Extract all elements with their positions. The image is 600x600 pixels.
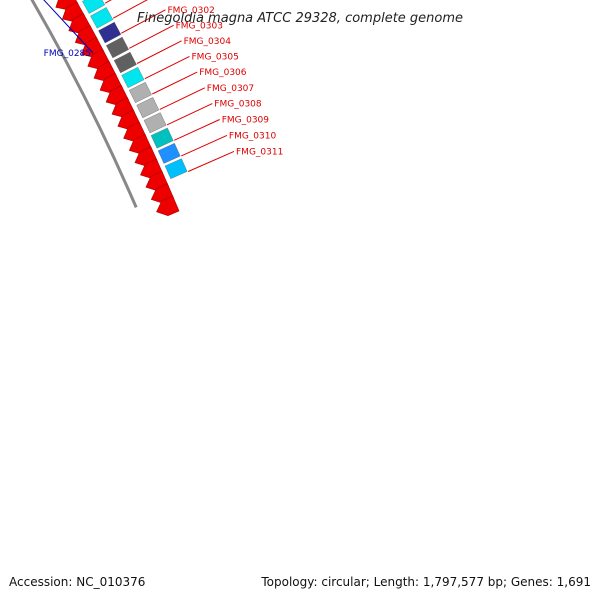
label-leader [187,150,235,172]
label-leader [166,103,213,126]
cog-box [129,82,152,103]
label-leader [181,134,228,157]
cog-box [121,66,145,89]
gene-label: FMG_0305 [192,52,239,62]
label-leader [152,71,198,95]
gene-label: FMG_0306 [199,68,247,78]
gene-label: FMG_0308 [214,100,262,110]
gene-label: FMG_0302 [168,6,215,16]
label-leader [136,40,182,64]
label-leader [144,55,190,80]
cog-box [106,36,129,59]
label-leader [121,9,166,34]
gene-label: FMG_0285 [44,49,91,59]
genome-backbone [30,0,138,208]
label-leader [129,24,174,49]
cog-box [82,0,106,14]
gene-track [55,0,180,216]
topology-text: Topology: circular; Length: 1,797,577 bp… [260,575,591,589]
gene-label: FMG_0307 [207,84,254,94]
cog-box [98,21,122,44]
label-leader [173,119,220,141]
page-title: Finegoldia magna ATCC 29328, complete ge… [137,11,463,26]
cog-box [150,127,174,149]
gene-label: FMG_0311 [236,147,283,157]
cog-box [136,97,160,119]
cog-box [113,51,137,74]
gene-label: FMG_0309 [222,116,270,126]
gene-label: FMG_0304 [184,37,232,47]
gene-label: FMG_0310 [229,131,277,141]
label-leader [159,87,206,110]
label-leaders [43,0,235,172]
cog-box [90,7,114,29]
gene-arrow-forward [156,195,180,216]
gene-labels: FMG_0289FMG_0290FMG_0291FMG_0292FMG_0293… [44,0,284,157]
label-leader [43,0,94,54]
cog-box [143,112,167,134]
cog-track [82,0,188,179]
label-leader [112,0,148,19]
accession-text: Accession: NC_010376 [9,575,145,589]
cog-box [164,158,188,179]
cog-box [157,143,181,164]
gene-label: FMG_0303 [176,21,223,31]
